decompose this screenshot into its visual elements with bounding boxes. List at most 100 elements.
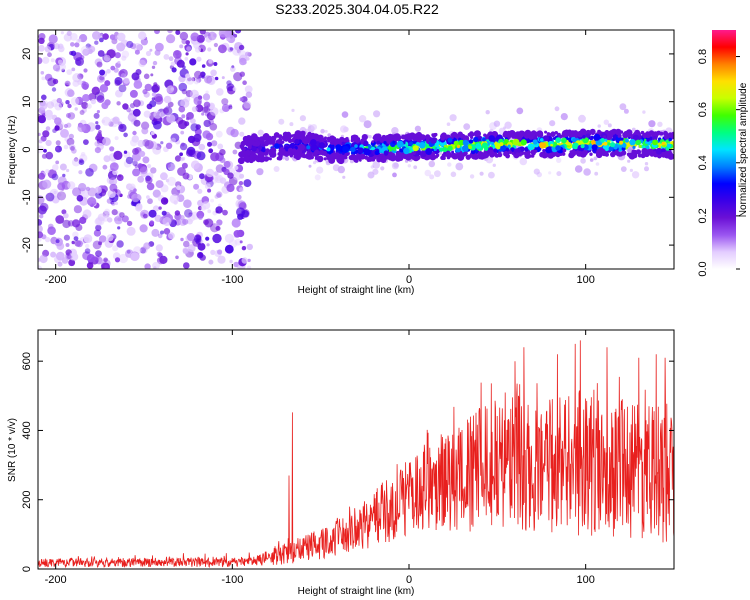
spectrogram-cell (45, 151, 54, 160)
spectrogram-cell (183, 240, 190, 248)
x-tick-label: -200 (45, 274, 67, 286)
spectrogram-cell (416, 131, 422, 138)
spectrogram-cell (215, 130, 223, 138)
spectrogram-cell (409, 141, 414, 146)
spectrogram-cell (132, 148, 139, 155)
spectrogram-cell (149, 48, 153, 52)
spectrogram-cell (155, 244, 163, 252)
spectrogram-cell (204, 75, 213, 84)
spectrogram-cell (289, 139, 294, 143)
spectrogram-cell (109, 183, 118, 192)
spectrogram-cell (299, 115, 306, 122)
spectrogram-cell (462, 144, 469, 152)
spectrogram-cell (72, 80, 80, 87)
spectrogram-cell (133, 99, 141, 108)
spectrogram-cell (519, 157, 528, 166)
spectrogram-cell (585, 133, 591, 138)
spectrogram-cell (71, 67, 76, 72)
spectrogram-cell (247, 258, 251, 263)
spectrogram-cell (86, 103, 92, 109)
spectrogram-cell (109, 177, 118, 186)
spectrogram-cell (219, 208, 223, 212)
spectrogram-cell (504, 121, 512, 129)
spectrogram-cell (121, 55, 127, 61)
spectrogram-cell (602, 144, 610, 152)
spectrogram-cell (151, 228, 160, 237)
colorbar-tick-label: 0.8 (697, 49, 709, 64)
spectrogram-cell (101, 102, 109, 110)
spectrogram-cell (376, 136, 380, 140)
spectrogram-cell (118, 123, 127, 133)
spectrogram-cell (419, 150, 427, 158)
spectrogram-cell (85, 243, 90, 249)
spectrogram-cell (363, 120, 372, 129)
spectrogram-cell (59, 163, 67, 171)
spectrogram-cell (77, 123, 86, 133)
spectrogram-cell (106, 198, 113, 204)
spectrogram-cell (449, 114, 457, 122)
spectrogram-cell (350, 146, 356, 153)
spectrogram-cell (131, 193, 140, 203)
spectrogram-cell (206, 243, 210, 247)
spectrogram-cell (314, 174, 321, 181)
spectrogram-cell (190, 118, 196, 124)
spectrogram-cell (289, 154, 293, 158)
spectrogram-cell (544, 130, 548, 134)
spectrogram-cell (555, 145, 561, 151)
spectrogram-cell (562, 148, 567, 153)
spectrogram-cell (171, 67, 177, 73)
spectrogram-cell (327, 154, 335, 162)
spectrogram-cell (102, 33, 109, 40)
spectrogram-y-label: Frequency (Hz) (7, 116, 18, 185)
spectrogram-cell (318, 142, 326, 149)
spectrogram-cell (110, 65, 116, 71)
spectrogram-cell (241, 210, 249, 218)
spectrogram-cell (607, 139, 611, 144)
spectrogram-cell (101, 116, 111, 126)
spectrogram-cell (70, 97, 80, 106)
spectrogram-cell (483, 146, 489, 151)
x-tick-label: -100 (221, 274, 243, 286)
spectrogram-cell (591, 144, 598, 151)
spectrogram-cell (106, 234, 114, 242)
spectrogram-cell (554, 131, 558, 135)
spectrogram-cell (238, 50, 247, 59)
spectrogram-cell (215, 225, 221, 231)
spectrogram-cell (210, 249, 216, 255)
spectrogram-cell (174, 155, 182, 162)
spectrogram-cell (191, 106, 198, 112)
spectrogram-cell (603, 119, 609, 125)
spectrogram-cell (116, 32, 126, 42)
spectrogram-cell (640, 130, 645, 135)
spectrogram-cell (137, 139, 145, 148)
spectrogram-cell (456, 145, 460, 149)
spectrogram-cell (47, 226, 56, 235)
spectrogram-cell (139, 247, 146, 254)
spectrogram-cell (143, 73, 150, 80)
spectrogram-cell (413, 165, 418, 170)
spectrogram-cell (67, 112, 76, 120)
spectrogram-cell (208, 59, 213, 64)
spectrogram-cell (179, 142, 188, 151)
spectrogram-cell (246, 243, 253, 251)
spectrogram-cell (240, 145, 244, 150)
spectrogram-cell (450, 171, 457, 178)
spectrogram-cell (152, 189, 161, 198)
spectrogram-cell (578, 114, 586, 123)
spectrogram-cell (372, 161, 381, 169)
spectrogram-cell (324, 129, 328, 133)
spectrogram-cell (627, 132, 632, 137)
spectrogram-cell (257, 145, 263, 150)
spectrogram-cell (217, 249, 223, 255)
colorbar-tick-label: 0.6 (697, 102, 709, 117)
spectrogram-cell (55, 160, 60, 165)
spectrogram-cell (315, 134, 320, 139)
spectrogram-cell (88, 45, 96, 53)
snr-x-ticks: -200 -100 0 100 (45, 330, 595, 586)
spectrogram-cell (95, 124, 101, 130)
spectrogram-cell (467, 154, 472, 159)
spectrogram-cell (287, 147, 293, 153)
spectrogram-cell (314, 156, 319, 160)
spectrogram-cell (242, 60, 247, 65)
spectrogram-cell (629, 168, 634, 172)
